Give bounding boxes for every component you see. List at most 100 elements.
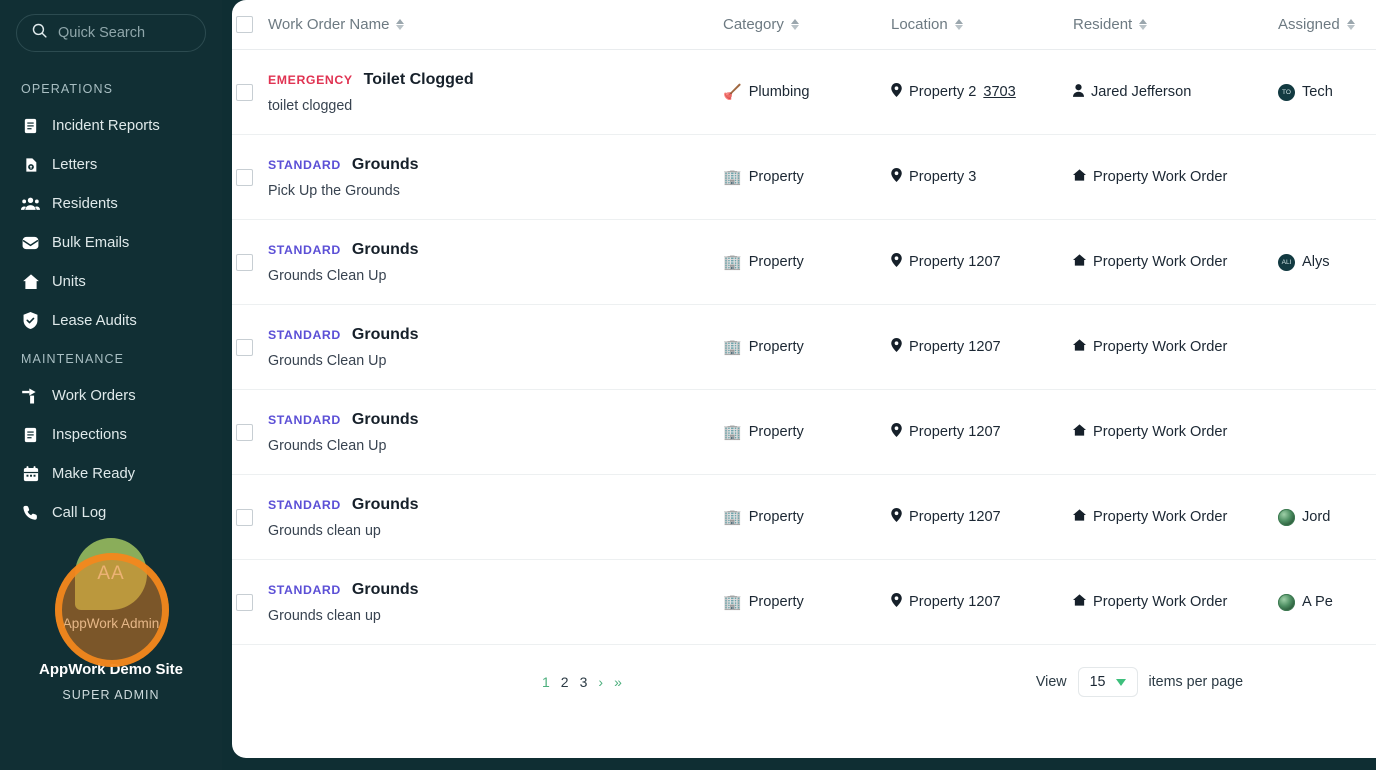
sidebar-item-letters[interactable]: Letters — [0, 145, 222, 184]
sort-icon[interactable] — [790, 19, 799, 30]
assignee-name: Tech — [1302, 84, 1333, 100]
row-select-cell — [232, 83, 268, 101]
sidebar-item-incident-reports[interactable]: Incident Reports — [0, 106, 222, 145]
resident-label: Property Work Order — [1093, 339, 1228, 355]
page-1-button[interactable]: 1 — [542, 674, 550, 690]
select-all-checkbox[interactable] — [236, 16, 253, 33]
phone-icon — [21, 503, 40, 522]
sidebar-item-make-ready[interactable]: Make Ready — [0, 454, 222, 493]
calendar-icon — [21, 464, 40, 483]
search-input[interactable] — [58, 25, 191, 41]
row-checkbox[interactable] — [236, 423, 253, 441]
table-row[interactable]: EMERGENCY Toilet Clogged toilet clogged 🪠 Pl… — [232, 50, 1376, 135]
last-page-icon[interactable]: » — [614, 674, 622, 690]
site-name: AppWork Demo Site — [39, 661, 183, 678]
row-checkbox[interactable] — [236, 83, 253, 101]
row-checkbox[interactable] — [236, 168, 253, 186]
table-row[interactable]: STANDARD Grounds Grounds clean up 🏢 Property… — [232, 475, 1376, 560]
column-header-location[interactable]: Location — [891, 16, 1073, 33]
sidebar-item-lease-audits[interactable]: Lease Audits — [0, 301, 222, 340]
priority-badge: STANDARD — [268, 582, 341, 597]
sidebar-item-work-orders[interactable]: Work Orders — [0, 376, 222, 415]
sidebar-item-units[interactable]: Units — [0, 262, 222, 301]
table-row[interactable]: STANDARD Grounds Grounds Clean Up 🏢 Property… — [232, 390, 1376, 475]
work-order-name[interactable]: Grounds — [351, 410, 419, 428]
page-3-button[interactable]: 3 — [579, 674, 588, 690]
sidebar-item-inspections[interactable]: Inspections — [0, 415, 222, 454]
priority-badge: EMERGENCY — [268, 72, 353, 87]
column-header-category[interactable]: Category — [723, 16, 891, 33]
category-label: Property — [748, 169, 804, 185]
next-page-icon[interactable]: › — [598, 674, 604, 690]
work-order-name[interactable]: Grounds — [351, 240, 419, 258]
nav-section-maintenance-label: MAINTENANCE — [21, 352, 125, 366]
quick-search-box[interactable] — [16, 14, 206, 52]
location-label: Property 1207 — [909, 424, 1001, 440]
cell-location: Property 1207 — [891, 338, 1073, 356]
category-label: Property — [748, 509, 804, 525]
select-all-cell — [232, 16, 268, 33]
cell-work-order-name: STANDARD Grounds Grounds clean up — [268, 496, 723, 539]
category-icon: 🏢 — [723, 338, 742, 356]
home-icon — [1073, 169, 1086, 185]
location-label: Property 2 — [909, 84, 977, 100]
row-checkbox[interactable] — [236, 593, 253, 611]
sidebar-item-bulk-emails[interactable]: Bulk Emails — [0, 223, 222, 262]
home-icon — [1073, 254, 1086, 270]
cell-work-order-name: STANDARD Grounds Grounds Clean Up — [268, 241, 723, 284]
work-order-name[interactable]: Grounds — [351, 495, 419, 513]
cell-resident: Jared Jefferson — [1073, 83, 1278, 101]
page-2-button[interactable]: 2 — [560, 674, 569, 690]
column-header-assigned[interactable]: Assigned — [1278, 16, 1376, 33]
row-checkbox[interactable] — [236, 338, 253, 356]
nav-section-operations-label: OPERATIONS — [21, 82, 114, 96]
table-row[interactable]: STANDARD Grounds Grounds clean up 🏢 Property… — [232, 560, 1376, 645]
row-checkbox[interactable] — [236, 508, 253, 526]
column-header-work-order-name[interactable]: Work Order Name — [268, 16, 723, 33]
work-order-name[interactable]: Toilet Clogged — [363, 70, 474, 88]
location-label: Property 1207 — [909, 594, 1001, 610]
sort-icon[interactable] — [1346, 19, 1355, 30]
cell-location: Property 1207 — [891, 423, 1073, 441]
work-order-description: Grounds Clean Up — [268, 437, 387, 454]
work-order-name[interactable]: Grounds — [351, 155, 419, 173]
work-order-name[interactable]: Grounds — [351, 325, 419, 343]
cell-category: 🏢 Property — [723, 339, 891, 355]
cell-work-order-name: STANDARD Grounds Pick Up the Grounds — [268, 156, 723, 199]
shield-check-icon — [21, 311, 40, 330]
table-row[interactable]: STANDARD Grounds Grounds Clean Up 🏢 Property… — [232, 305, 1376, 390]
main-area: Work Order Name Category Location Reside… — [222, 0, 1376, 770]
sort-icon[interactable] — [396, 19, 405, 30]
sort-icon[interactable] — [954, 19, 963, 30]
table-body: EMERGENCY Toilet Clogged toilet clogged 🪠 Pl… — [232, 50, 1376, 645]
items-per-page-select[interactable]: 15 — [1077, 667, 1138, 697]
row-select-cell — [232, 338, 268, 356]
row-checkbox[interactable] — [236, 253, 253, 271]
location-pin-icon — [891, 83, 902, 101]
assignee-name: Jord — [1302, 509, 1331, 525]
cell-assignee: Jord — [1278, 508, 1376, 526]
sort-icon[interactable] — [1139, 19, 1148, 30]
pagination: 1 2 3 › » — [542, 674, 622, 690]
priority-badge: STANDARD — [268, 157, 341, 172]
table-row[interactable]: STANDARD Grounds Pick Up the Grounds 🏢 Prope… — [232, 135, 1376, 220]
column-header-resident[interactable]: Resident — [1073, 16, 1278, 33]
sidebar-item-label: Incident Reports — [52, 117, 160, 134]
sidebar-item-label: Inspections — [52, 426, 127, 443]
cell-category: 🏢 Property — [723, 509, 891, 525]
table-row[interactable]: STANDARD Grounds Grounds Clean Up 🏢 Property… — [232, 220, 1376, 305]
category-icon: 🏢 — [723, 508, 742, 526]
category-icon: 🏢 — [723, 593, 742, 611]
per-page-control: View 15 items per page — [1036, 667, 1243, 697]
category-icon: 🏢 — [723, 423, 742, 441]
work-order-description: Grounds Clean Up — [268, 352, 387, 369]
sidebar-item-call-log[interactable]: Call Log — [0, 493, 222, 532]
home-icon — [1073, 509, 1086, 525]
sidebar-item-residents[interactable]: Residents — [0, 184, 222, 223]
avatar[interactable]: AA — [75, 538, 147, 610]
clipboard-icon — [21, 425, 40, 444]
work-order-name[interactable]: Grounds — [351, 580, 419, 598]
unit-link[interactable]: 3703 — [983, 84, 1016, 100]
row-select-cell — [232, 253, 268, 271]
